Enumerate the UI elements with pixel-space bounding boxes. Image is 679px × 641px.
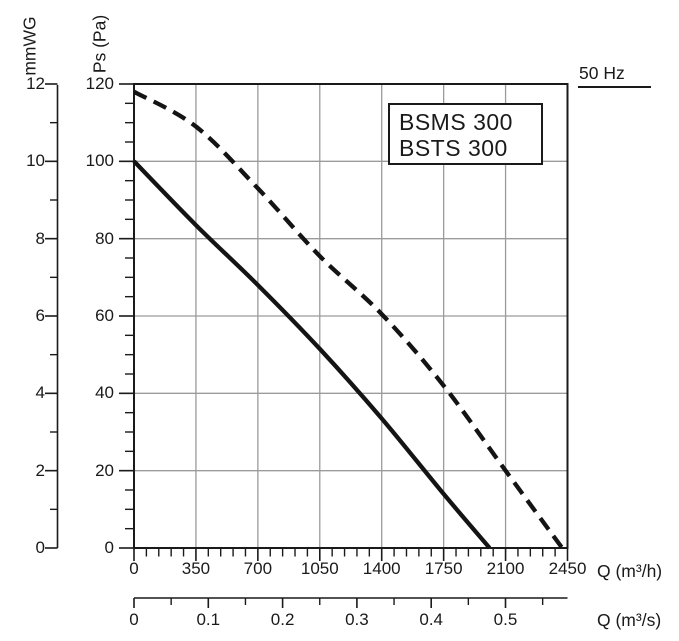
curve-bsms-300 [132, 159, 492, 550]
x-tick-label-2450: 2450 [548, 559, 587, 578]
x-tick-label-700: 700 [243, 559, 273, 578]
model-name-bsts: BSTS 300 [399, 134, 508, 161]
ps-tick-label-120: 120 [85, 74, 114, 93]
mmwg-tick-label-0: 0 [35, 538, 45, 557]
mmwg-tick-label-2: 2 [35, 460, 45, 480]
frequency-label: 50 Hz [579, 63, 625, 83]
x-tick-label-1050: 1050 [300, 559, 339, 578]
frequency-underline [578, 86, 651, 88]
x2-tick-label-0: 0 [129, 610, 139, 629]
mmwg-tick-label-10: 10 [26, 151, 45, 171]
ps-tick-label-60: 60 [95, 306, 114, 325]
ps-tick-label-100: 100 [85, 151, 114, 171]
ps-tick-label-80: 80 [95, 228, 114, 248]
x-tick-label-0: 0 [129, 559, 139, 578]
x2-tick-label-0.3: 0.3 [345, 610, 369, 629]
mmwg-tick-label-12: 12 [26, 74, 45, 93]
x2-tick-label-0.1: 0.1 [196, 610, 221, 629]
x2-tick-label-0.2: 0.2 [270, 610, 295, 629]
ps-tick-label-0: 0 [104, 538, 114, 557]
x2-tick-label-0.4: 0.4 [419, 610, 443, 629]
x-axis-unit-label: Q (m³/h) [597, 561, 663, 581]
model-label-box: BSMS 300 BSTS 300 [388, 103, 543, 165]
mmwg-tick-label-6: 6 [35, 306, 45, 325]
mmwg-axis-title: mmWG [19, 16, 40, 76]
ps-tick-label-40: 40 [95, 383, 114, 403]
mmwg-tick-label-8: 8 [35, 228, 45, 248]
x2-axis-unit-label: Q (m³/s) [597, 610, 662, 630]
x-tick-label-1400: 1400 [362, 559, 401, 578]
mmwg-tick-label-4: 4 [35, 383, 45, 403]
x-tick-label-350: 350 [181, 559, 211, 578]
x-tick-label-2100: 2100 [486, 559, 525, 578]
x2-tick-label-0.5: 0.5 [493, 610, 518, 629]
ps-axis-title: Ps (Pa) [89, 14, 110, 74]
model-name-bsms: BSMS 300 [399, 109, 513, 135]
ps-tick-label-20: 20 [95, 460, 114, 480]
x-tick-label-1750: 1750 [424, 559, 463, 578]
